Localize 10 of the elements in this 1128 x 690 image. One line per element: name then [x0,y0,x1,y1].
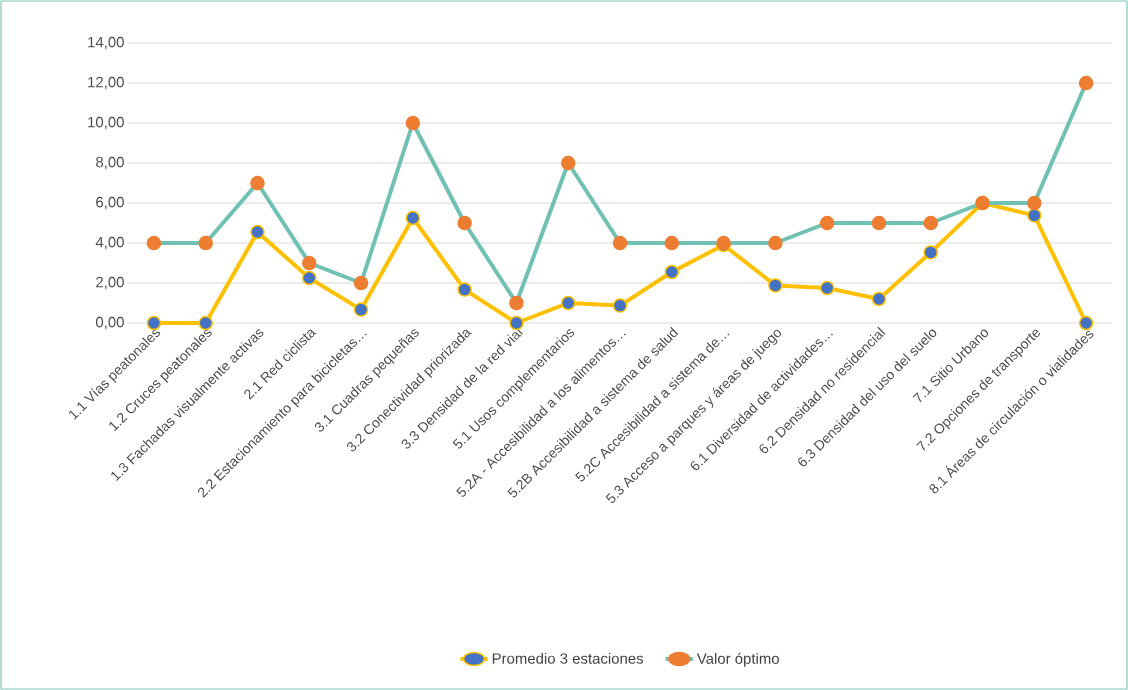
y-tick-label: 2,00 [96,276,124,290]
legend-label: Promedio 3 estaciones [492,652,644,664]
y-tick-label: 6,00 [96,196,124,210]
y-tick-label: 14,00 [88,36,124,50]
y-tick-label: 10,00 [88,116,124,130]
legend-label: Valor óptimo [696,652,779,667]
y-tick-label: 4,00 [95,236,124,250]
y-tick-label: 12,00 [88,76,124,90]
y-tick-label: 8,00 [96,156,124,170]
y-tick-label: 0,00 [95,316,124,330]
